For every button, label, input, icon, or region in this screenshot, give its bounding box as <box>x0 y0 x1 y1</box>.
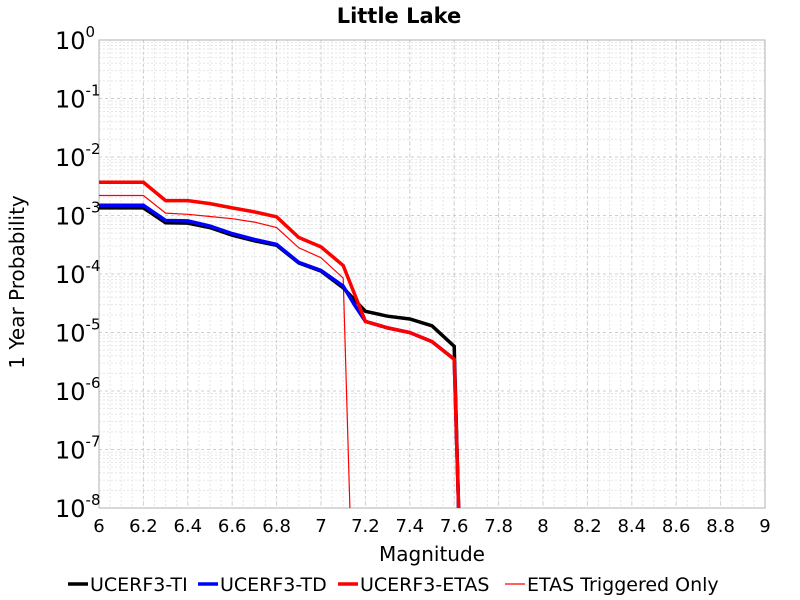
legend-item-ucerf3-etas: UCERF3-ETAS <box>338 574 489 596</box>
series-line-ucerf3-etas <box>99 180 461 509</box>
x-tick-label: 7.8 <box>484 516 513 537</box>
x-tick-label: 7 <box>315 516 326 537</box>
x-tick-label: 9 <box>759 516 770 537</box>
y-tick-label: 10-6 <box>55 374 101 406</box>
x-tick-label: 8.4 <box>617 516 646 537</box>
y-axis-label: 1 Year Probability <box>5 195 29 369</box>
legend-label: UCERF3-TI <box>90 574 188 596</box>
x-tick-label: 6.8 <box>262 516 291 537</box>
x-tick-label: 7.4 <box>395 516 424 537</box>
y-tick-label: 100 <box>55 23 95 55</box>
x-axis-ticks: 6 6.2 6.4 6.6 6.8 7 7.2 7.4 7.6 7.8 8 8.2 8.4 8.6 8.8 9 <box>93 516 770 537</box>
x-tick-label: 8 <box>537 516 548 537</box>
legend-item-ucerf3-td: UCERF3-TD <box>198 574 327 596</box>
series-line-ucerf3-ti <box>99 206 461 509</box>
legend: UCERF3-TI UCERF3-TD UCERF3-ETAS ETAS Trigge… <box>68 574 719 596</box>
legend-item-etas-triggered-only: ETAS Triggered Only <box>505 574 719 596</box>
grid-major <box>98 39 766 509</box>
x-axis-label: Magnitude <box>379 542 485 566</box>
legend-label: ETAS Triggered Only <box>527 574 719 596</box>
series-line-etas-triggered-only <box>99 194 351 509</box>
x-tick-label: 6.4 <box>173 516 202 537</box>
x-tick-label: 8.8 <box>706 516 735 537</box>
x-tick-label: 7.6 <box>440 516 469 537</box>
y-tick-label: 10-7 <box>55 433 101 465</box>
legend-label: UCERF3-TD <box>220 574 327 596</box>
series-layer <box>99 180 461 509</box>
plot-area <box>98 39 766 509</box>
x-tick-label: 7.2 <box>351 516 380 537</box>
y-tick-label: 10-4 <box>55 257 101 289</box>
x-tick-label: 8.2 <box>573 516 602 537</box>
legend-label: UCERF3-ETAS <box>360 574 489 596</box>
x-tick-label: 6 <box>93 516 104 537</box>
legend-item-ucerf3-ti: UCERF3-TI <box>68 574 188 596</box>
y-tick-label: 10-3 <box>55 199 101 231</box>
x-tick-label: 8.6 <box>662 516 691 537</box>
x-tick-label: 6.6 <box>218 516 247 537</box>
y-tick-label: 10-1 <box>55 82 101 114</box>
y-tick-label: 10-5 <box>55 316 101 348</box>
x-tick-label: 6.2 <box>129 516 158 537</box>
y-tick-label: 10-8 <box>55 491 101 523</box>
y-tick-label: 10-2 <box>55 140 101 172</box>
chart-title: Little Lake <box>337 4 462 28</box>
y-axis-ticks: 100 10-1 10-2 10-3 10-4 10-5 10-6 10-7 10-8 <box>55 23 101 523</box>
